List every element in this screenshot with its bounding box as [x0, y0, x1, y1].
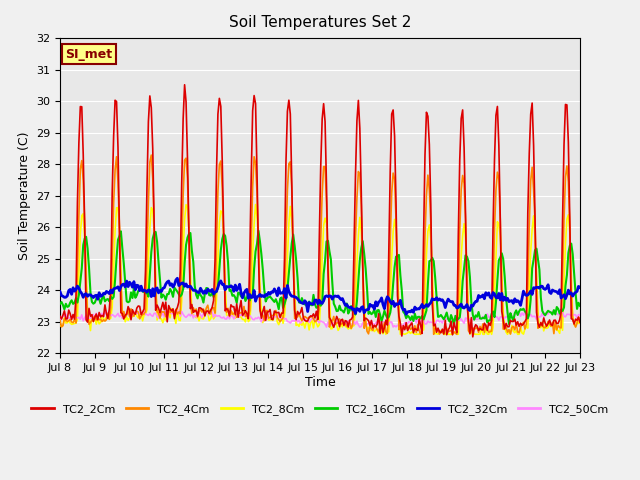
TC2_8Cm	[120, 310, 127, 316]
TC2_8Cm	[550, 322, 557, 327]
TC2_32Cm	[576, 285, 584, 290]
Line: TC2_8Cm: TC2_8Cm	[60, 204, 580, 334]
TC2_8Cm	[382, 331, 390, 337]
TC2_4Cm	[230, 311, 237, 317]
TC2_16Cm	[120, 261, 127, 266]
Y-axis label: Soil Temperature (C): Soil Temperature (C)	[17, 132, 31, 260]
TC2_2Cm	[285, 97, 292, 103]
TC2_2Cm	[120, 316, 127, 322]
Line: TC2_2Cm: TC2_2Cm	[60, 85, 580, 337]
TC2_32Cm	[239, 295, 246, 300]
TC2_32Cm	[212, 288, 220, 294]
Legend: TC2_2Cm, TC2_4Cm, TC2_8Cm, TC2_16Cm, TC2_32Cm, TC2_50Cm: TC2_2Cm, TC2_4Cm, TC2_8Cm, TC2_16Cm, TC2…	[27, 400, 613, 420]
TC2_16Cm	[550, 307, 557, 313]
TC2_4Cm	[56, 318, 64, 324]
TC2_8Cm	[228, 310, 236, 315]
TC2_8Cm	[576, 320, 584, 325]
TC2_32Cm	[403, 312, 410, 317]
TC2_32Cm	[120, 281, 127, 287]
TC2_16Cm	[56, 301, 64, 307]
TC2_2Cm	[550, 317, 557, 323]
Line: TC2_16Cm: TC2_16Cm	[60, 231, 580, 325]
TC2_32Cm	[550, 288, 557, 294]
TC2_8Cm	[285, 220, 292, 226]
TC2_8Cm	[211, 313, 219, 319]
TC2_8Cm	[237, 314, 245, 320]
TC2_16Cm	[285, 270, 292, 276]
TC2_2Cm	[239, 313, 246, 319]
TC2_50Cm	[548, 309, 556, 315]
TC2_16Cm	[211, 290, 219, 296]
TC2_50Cm	[56, 317, 64, 323]
Title: Soil Temperatures Set 2: Soil Temperatures Set 2	[229, 15, 411, 30]
TC2_32Cm	[56, 289, 64, 295]
TC2_50Cm	[356, 324, 364, 330]
TC2_4Cm	[212, 243, 220, 249]
TC2_50Cm	[228, 313, 236, 319]
TC2_50Cm	[557, 306, 565, 312]
Line: TC2_50Cm: TC2_50Cm	[60, 309, 580, 327]
TC2_16Cm	[255, 228, 262, 234]
X-axis label: Time: Time	[305, 376, 335, 389]
TC2_2Cm	[469, 334, 477, 340]
TC2_4Cm	[576, 316, 584, 322]
TC2_32Cm	[285, 288, 292, 294]
TC2_4Cm	[147, 152, 155, 158]
TC2_4Cm	[239, 310, 246, 316]
TC2_2Cm	[56, 313, 64, 319]
TC2_16Cm	[237, 294, 245, 300]
Text: SI_met: SI_met	[65, 48, 113, 60]
Line: TC2_32Cm: TC2_32Cm	[60, 278, 580, 314]
TC2_2Cm	[180, 82, 188, 88]
Line: TC2_4Cm: TC2_4Cm	[60, 155, 580, 334]
TC2_2Cm	[576, 320, 584, 325]
TC2_8Cm	[56, 323, 64, 329]
TC2_4Cm	[120, 309, 127, 314]
TC2_50Cm	[576, 312, 584, 318]
TC2_16Cm	[576, 303, 584, 309]
TC2_16Cm	[450, 323, 458, 328]
TC2_4Cm	[285, 161, 292, 167]
TC2_16Cm	[228, 293, 236, 299]
TC2_50Cm	[120, 314, 127, 320]
TC2_4Cm	[417, 331, 424, 337]
TC2_50Cm	[211, 312, 219, 317]
TC2_4Cm	[550, 331, 557, 336]
TC2_2Cm	[212, 171, 220, 177]
TC2_2Cm	[230, 304, 237, 310]
TC2_50Cm	[237, 312, 245, 317]
TC2_8Cm	[252, 202, 259, 207]
TC2_32Cm	[173, 276, 181, 281]
TC2_32Cm	[230, 288, 237, 294]
TC2_50Cm	[284, 319, 291, 324]
